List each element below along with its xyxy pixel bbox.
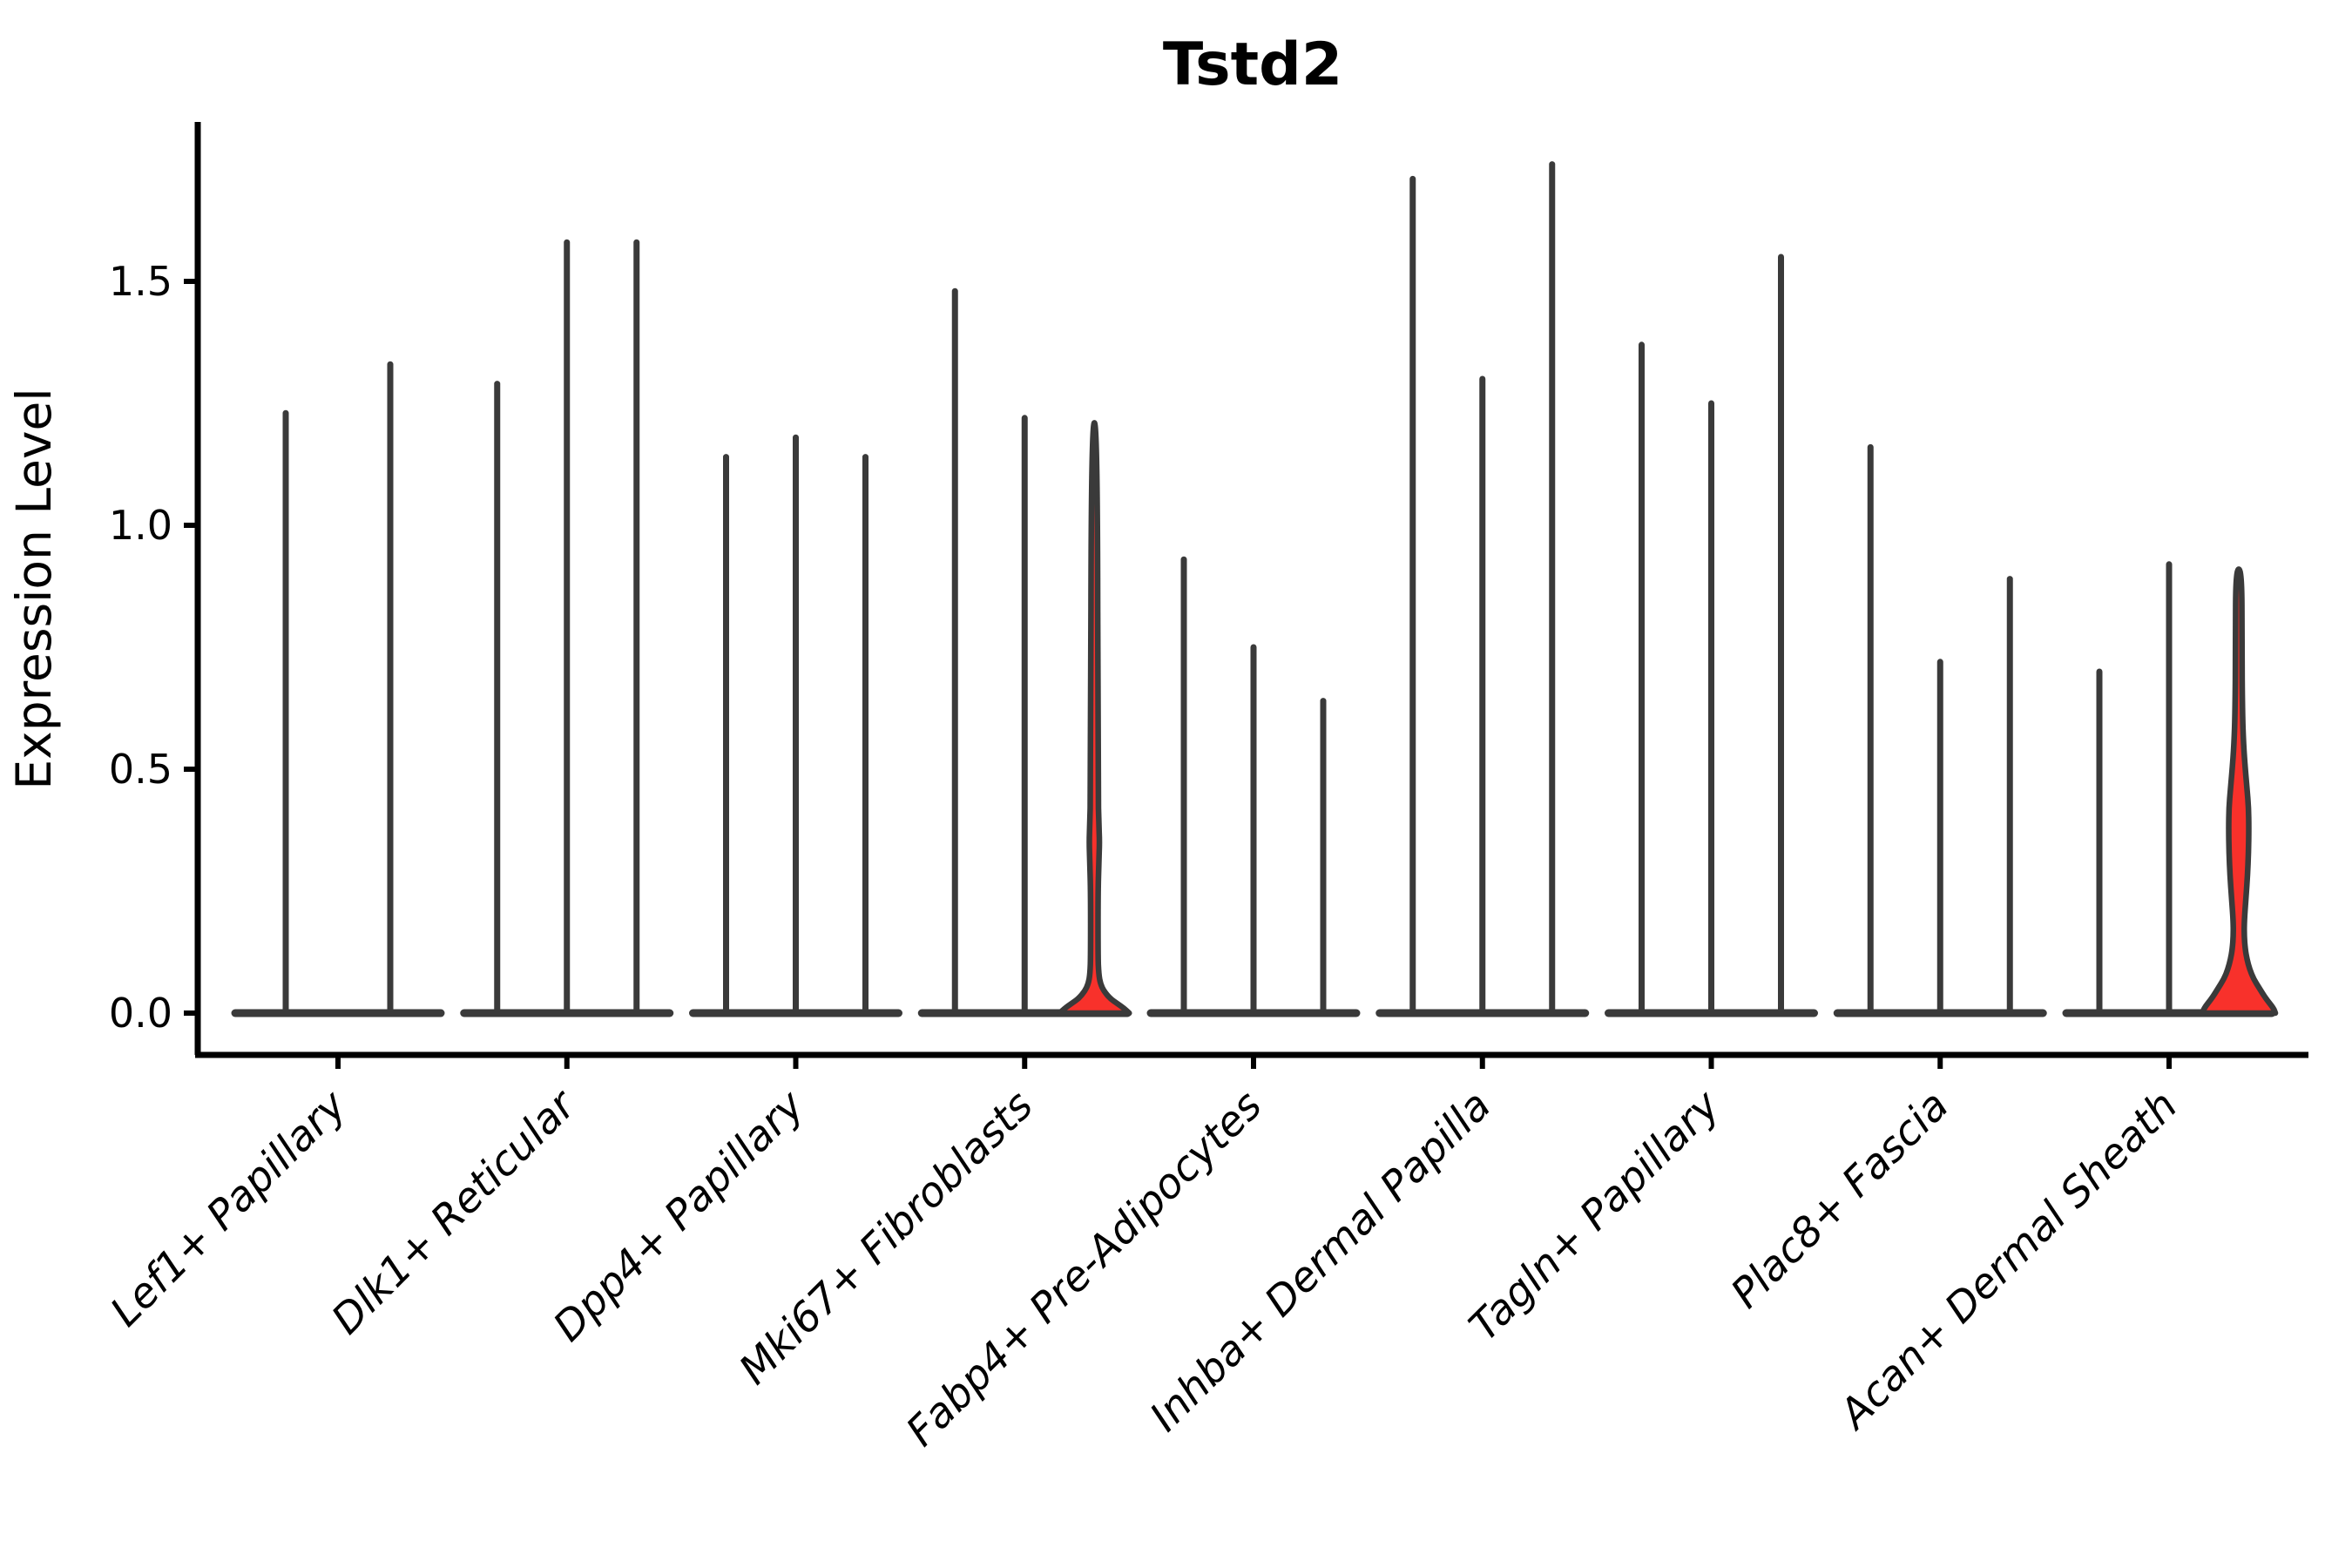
x-tick-label: Lef1+ Papillary — [101, 1081, 356, 1336]
violin-red — [1057, 420, 1132, 1017]
y-tick-label: 1.5 — [109, 258, 172, 305]
x-tick-label: Dpp4+ Papillary — [544, 1081, 814, 1351]
y-tick-label: 0.5 — [109, 746, 172, 793]
violin-red — [2199, 566, 2279, 1017]
x-tick-label: Tagln+ Papillary — [1460, 1081, 1730, 1351]
y-tick-label: 1.0 — [109, 502, 172, 549]
y-tick-label: 0.0 — [109, 990, 172, 1037]
violins — [231, 161, 2279, 1017]
chart-title: Tstd2 — [1163, 30, 1342, 99]
x-tick-label: Plac8+ Fascia — [1722, 1082, 1958, 1318]
x-tick-label: Dlk1+ Reticular — [322, 1080, 586, 1344]
y-axis-label: Expression Level — [6, 388, 62, 789]
